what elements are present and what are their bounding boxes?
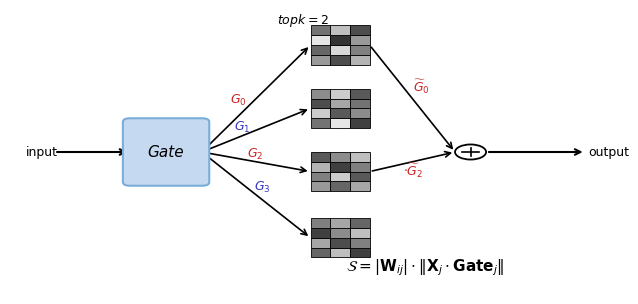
Bar: [311, 238, 330, 248]
Bar: [350, 228, 369, 238]
Bar: [330, 162, 350, 171]
Bar: [330, 26, 350, 35]
Text: $\widetilde{G}_0$: $\widetilde{G}_0$: [413, 78, 430, 96]
Text: $G_2$: $G_2$: [248, 147, 263, 162]
Text: $G_3$: $G_3$: [254, 180, 271, 195]
Bar: [311, 89, 330, 98]
Bar: [350, 181, 369, 191]
Bar: [330, 181, 350, 191]
Text: input: input: [26, 146, 58, 158]
Bar: [330, 55, 350, 65]
Bar: [350, 152, 369, 162]
FancyBboxPatch shape: [123, 118, 209, 186]
Bar: [330, 171, 350, 181]
Text: $G_0$: $G_0$: [230, 93, 247, 109]
Bar: [350, 238, 369, 248]
Bar: [311, 118, 330, 128]
Bar: [311, 152, 330, 162]
Bar: [311, 218, 330, 228]
Bar: [350, 118, 369, 128]
Bar: [330, 108, 350, 118]
Bar: [330, 89, 350, 98]
Bar: [311, 98, 330, 108]
Bar: [350, 162, 369, 171]
Bar: [311, 181, 330, 191]
Bar: [350, 248, 369, 257]
Bar: [350, 35, 369, 45]
Bar: [350, 55, 369, 65]
Bar: [350, 98, 369, 108]
Bar: [330, 152, 350, 162]
Text: $\cdot$$\widetilde{G}_2$: $\cdot$$\widetilde{G}_2$: [403, 162, 423, 180]
Bar: [330, 118, 350, 128]
Bar: [330, 228, 350, 238]
Bar: [311, 26, 330, 35]
Text: $topk = 2$: $topk = 2$: [277, 12, 329, 29]
Bar: [311, 228, 330, 238]
Bar: [350, 108, 369, 118]
Bar: [350, 218, 369, 228]
Text: $\mathcal{S} = |\mathbf{W}_{ij}| \cdot \|\mathbf{X}_j \cdot \mathbf{Gate}_j\|$: $\mathcal{S} = |\mathbf{W}_{ij}| \cdot \…: [346, 258, 505, 278]
Bar: [311, 162, 330, 171]
Bar: [311, 248, 330, 257]
Bar: [330, 248, 350, 257]
Bar: [330, 45, 350, 55]
Bar: [311, 45, 330, 55]
Bar: [350, 26, 369, 35]
Bar: [330, 238, 350, 248]
Circle shape: [455, 144, 486, 160]
Bar: [311, 108, 330, 118]
Bar: [330, 98, 350, 108]
Bar: [350, 89, 369, 98]
Text: Gate: Gate: [148, 144, 184, 160]
Bar: [330, 218, 350, 228]
Bar: [311, 55, 330, 65]
Bar: [350, 171, 369, 181]
Bar: [330, 35, 350, 45]
Bar: [311, 35, 330, 45]
Bar: [311, 171, 330, 181]
Bar: [350, 45, 369, 55]
Text: output: output: [589, 146, 630, 158]
Text: $G_1$: $G_1$: [234, 120, 250, 135]
